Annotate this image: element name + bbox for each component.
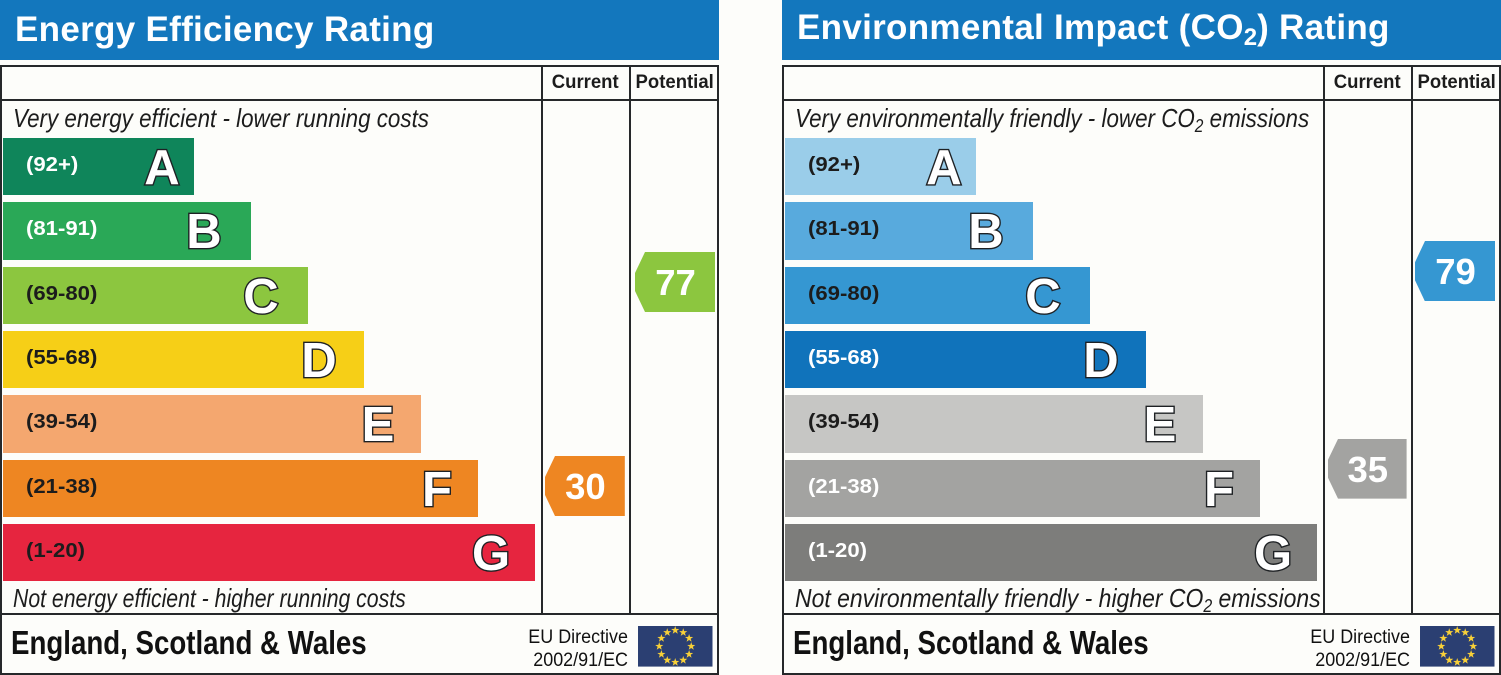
svg-text:E: E [362, 398, 395, 452]
svg-text:A: A [144, 141, 179, 195]
svg-text:E: E [1144, 398, 1177, 452]
svg-text:77: 77 [655, 262, 696, 303]
svg-text:B: B [186, 205, 221, 259]
svg-text:35: 35 [1347, 449, 1388, 490]
svg-text:F: F [422, 463, 452, 517]
svg-text:C: C [1025, 270, 1060, 324]
svg-text:B: B [968, 205, 1003, 259]
svg-text:30: 30 [565, 466, 606, 507]
svg-text:F: F [1204, 463, 1234, 517]
svg-text:G: G [472, 527, 510, 581]
svg-text:79: 79 [1435, 251, 1476, 292]
svg-text:D: D [301, 334, 336, 388]
svg-text:C: C [243, 270, 278, 324]
svg-text:A: A [926, 141, 961, 195]
svg-text:D: D [1083, 334, 1118, 388]
svg-text:G: G [1254, 527, 1292, 581]
